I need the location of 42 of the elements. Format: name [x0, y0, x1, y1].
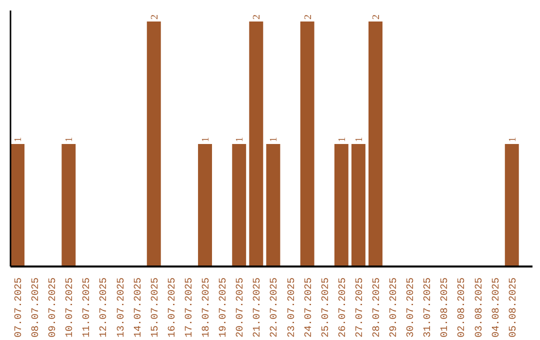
data-label: 2: [370, 14, 382, 20]
x-tick-label: 31.07.2025: [423, 277, 434, 338]
x-tick-label: 16.07.2025: [167, 277, 178, 338]
x-tick-label: 28.07.2025: [372, 277, 383, 338]
x-tick-label: 17.07.2025: [184, 277, 196, 338]
x-tick-label: 04.08.2025: [491, 277, 502, 338]
x-tick-label: 22.07.2025: [270, 277, 281, 338]
data-label: 1: [12, 137, 24, 142]
x-tick-label: 10.07.2025: [65, 277, 76, 338]
x-tick-label: 18.07.2025: [202, 277, 213, 338]
data-label: 1: [234, 137, 246, 142]
x-tick-label: 14.07.2025: [133, 277, 144, 338]
x-tick-label: 24.07.2025: [304, 277, 315, 338]
data-label: 1: [64, 137, 76, 142]
x-tick-label: 20.07.2025: [236, 277, 247, 338]
x-tick-label: 19.07.2025: [218, 277, 230, 338]
x-tick-label: 07.07.2025: [14, 277, 25, 338]
x-tick-label: 05.08.2025: [508, 277, 520, 338]
data-label: 1: [507, 137, 518, 142]
x-tick-label: 27.07.2025: [354, 277, 366, 338]
x-tick-label: 25.07.2025: [320, 277, 332, 338]
data-label: 1: [268, 137, 280, 142]
x-tick-label: 29.07.2025: [389, 277, 400, 338]
data-label: 1: [336, 137, 348, 142]
data-label: 2: [302, 14, 314, 20]
x-tick-label: 02.08.2025: [457, 277, 468, 338]
data-label: 2: [149, 14, 160, 20]
x-tick-label: 30.07.2025: [406, 277, 418, 338]
x-tick-label: 12.07.2025: [99, 277, 110, 338]
x-tick-label: 23.07.2025: [286, 277, 298, 338]
data-label: 1: [354, 137, 365, 142]
x-tick-label: 26.07.2025: [338, 277, 349, 338]
x-tick-label: 15.07.2025: [150, 277, 162, 338]
x-tick-label: 13.07.2025: [116, 277, 128, 338]
x-tick-label: 03.08.2025: [474, 277, 486, 338]
x-tick-label: 08.07.2025: [31, 277, 42, 338]
x-tick-label: 21.07.2025: [252, 277, 264, 338]
data-label: 2: [252, 14, 263, 20]
data-label: 1: [200, 137, 212, 142]
x-tick-label: 09.07.2025: [48, 277, 60, 338]
x-tick-label: 01.08.2025: [440, 277, 452, 338]
x-tick-label: 11.07.2025: [82, 277, 94, 338]
